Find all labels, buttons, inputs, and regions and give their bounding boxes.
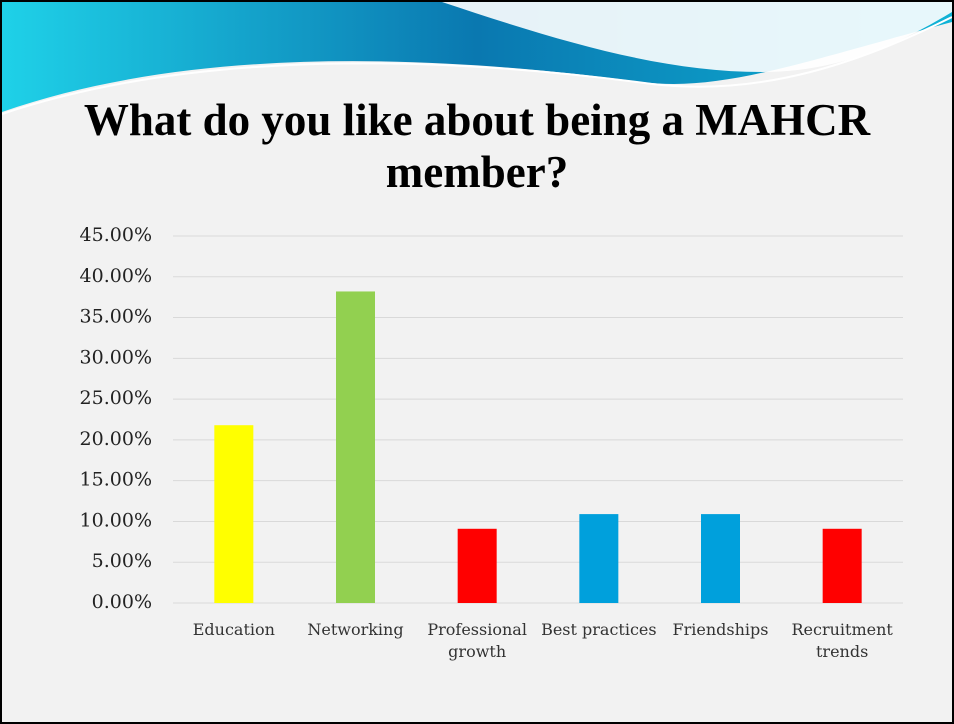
x-tick-label: Friendships bbox=[672, 620, 769, 639]
x-tick-label: Best practices bbox=[541, 620, 657, 639]
bar bbox=[457, 528, 497, 603]
y-tick-label: 40.00% bbox=[80, 265, 152, 287]
bar bbox=[701, 514, 740, 603]
x-tick-label: Recruitment trends bbox=[791, 620, 893, 661]
y-tick-label: 15.00% bbox=[80, 469, 152, 491]
y-tick-label: 35.00% bbox=[80, 306, 152, 328]
header-highlight bbox=[442, 2, 952, 72]
y-tick-label: 20.00% bbox=[80, 428, 152, 450]
chart-title: What do you like about being a MAHCR mem… bbox=[83, 95, 871, 197]
y-tick-label: 45.00% bbox=[80, 224, 152, 246]
x-tick-label: Education bbox=[192, 620, 275, 639]
x-tick-label: Networking bbox=[307, 620, 404, 639]
y-tick-label: 25.00% bbox=[80, 387, 152, 409]
header-line bbox=[2, 16, 952, 115]
plot-area: 0.00% 5.00% 10.00% 15.00% 20.00% 25.00% 30.00%… bbox=[80, 224, 903, 613]
x-tick-label: Professional growth bbox=[427, 620, 527, 661]
y-tick-label: 10.00% bbox=[80, 509, 152, 531]
y-tick-label: 5.00% bbox=[92, 550, 152, 572]
bar bbox=[579, 514, 619, 603]
y-tick-label: 30.00% bbox=[80, 346, 152, 368]
bar bbox=[822, 528, 862, 603]
y-tick-label: 0.00% bbox=[92, 591, 152, 613]
bar bbox=[214, 425, 254, 603]
bar bbox=[336, 291, 375, 603]
